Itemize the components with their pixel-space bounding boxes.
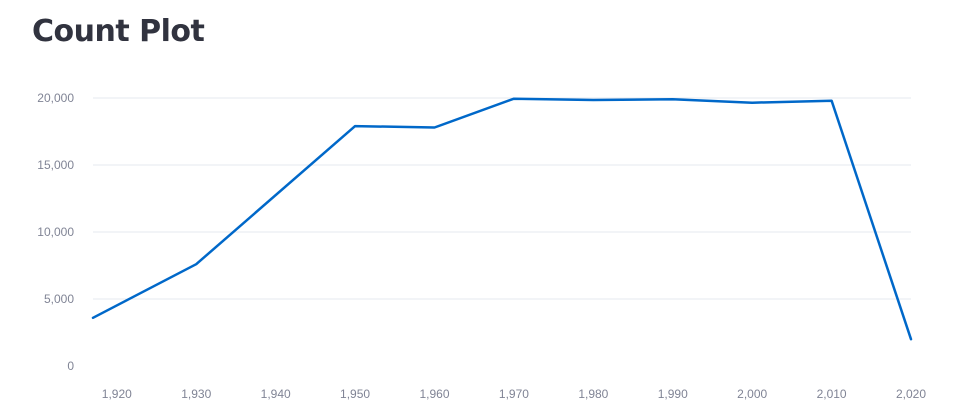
y-tick-label: 15,000 bbox=[37, 158, 74, 172]
series-layer bbox=[91, 97, 913, 342]
x-tick-label: 1,940 bbox=[261, 387, 291, 401]
y-tick-label: 0 bbox=[67, 359, 74, 373]
y-tick-label: 5,000 bbox=[44, 292, 74, 306]
x-tick-label: 1,970 bbox=[499, 387, 529, 401]
x-tick-label: 1,960 bbox=[419, 387, 449, 401]
x-tick-label: 2,000 bbox=[737, 387, 767, 401]
x-tick-label: 1,990 bbox=[658, 387, 688, 401]
y-tick-label: 20,000 bbox=[37, 91, 74, 105]
series-line bbox=[93, 99, 911, 340]
x-tick-label: 1,950 bbox=[340, 387, 370, 401]
x-tick-label: 1,920 bbox=[102, 387, 132, 401]
x-tick-label: 2,010 bbox=[817, 387, 847, 401]
y-tick-label: 10,000 bbox=[37, 225, 74, 239]
x-axis-tick-labels: 1,920 1,930 1,940 1,950 1,960 1,970 1,980 1,990… bbox=[102, 387, 927, 401]
y-axis-tick-labels: 0 5,000 10,000 15,000 20,000 bbox=[37, 91, 74, 373]
grid-lines bbox=[93, 98, 911, 299]
x-tick-label: 1,980 bbox=[578, 387, 608, 401]
x-tick-label: 1,930 bbox=[181, 387, 211, 401]
x-tick-label: 2,020 bbox=[896, 387, 926, 401]
